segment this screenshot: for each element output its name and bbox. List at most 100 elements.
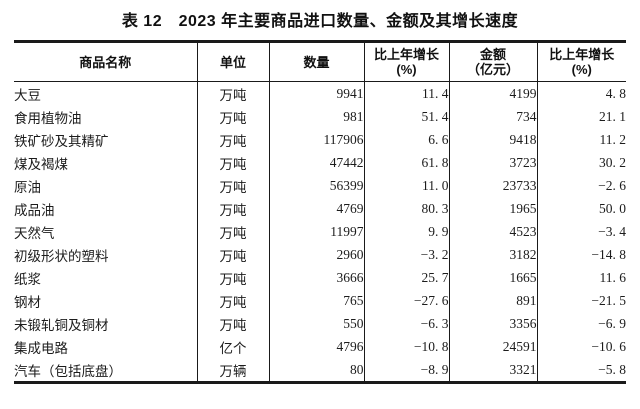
commodity-name-cell: 食用植物油	[14, 110, 82, 126]
quantity-cell: 47442	[268, 151, 364, 174]
header-label: 比上年增长	[549, 47, 615, 62]
quantity-cell: 4769	[268, 197, 364, 220]
quantity-growth-cell: 11. 4	[363, 81, 449, 105]
unit-cell: 万吨	[196, 289, 269, 312]
amount-cell: 1965	[448, 197, 537, 220]
table-row: 天然气 万吨 11997 9. 9 4523 −3. 4	[14, 220, 626, 243]
table-row: 煤及褐煤 万吨 47442 61. 8 3723 30. 2	[14, 151, 626, 174]
table-row: 食用植物油 万吨 981 51. 4 734 21. 1	[14, 105, 626, 128]
quantity-growth-cell: −27. 6	[363, 289, 449, 312]
amount-growth-cell: 21. 1	[536, 105, 626, 128]
unit-cell: 亿个	[196, 335, 269, 358]
table-row: 铁矿砂及其精矿 万吨 117906 6. 6 9418 11. 2	[14, 128, 626, 151]
quantity-growth-cell: 6. 6	[363, 128, 449, 151]
amount-growth-cell: 11. 2	[536, 128, 626, 151]
unit-cell: 万吨	[196, 243, 269, 266]
quantity-growth-cell: 9. 9	[363, 220, 449, 243]
table-row: 钢材 万吨 765 −27. 6 891 −21. 5	[14, 289, 626, 312]
table-row: 纸浆 万吨 3666 25. 7 1665 11. 6	[14, 266, 626, 289]
amount-cell: 23733	[448, 174, 537, 197]
quantity-cell: 80	[268, 358, 364, 383]
amount-cell: 4523	[448, 220, 537, 243]
amount-cell: 4199	[448, 81, 537, 105]
amount-cell: 1665	[448, 266, 537, 289]
header-label: 数量	[303, 54, 330, 70]
amount-growth-cell: −10. 6	[536, 335, 626, 358]
commodity-name-cell: 钢材	[14, 294, 41, 310]
amount-growth-cell: 30. 2	[536, 151, 626, 174]
unit-cell: 万吨	[196, 151, 269, 174]
import-commodities-table: 商品名称 单位 数量 比上年增长 (%) 金额 （亿元） 比上年增长	[14, 40, 626, 384]
amount-cell: 734	[448, 105, 537, 128]
commodity-name-cell: 铁矿砂及其精矿	[14, 133, 109, 149]
commodity-name-cell: 纸浆	[14, 271, 41, 287]
quantity-cell: 9941	[268, 81, 364, 105]
unit-cell: 万吨	[196, 81, 269, 105]
unit-cell: 万辆	[196, 358, 269, 383]
quantity-cell: 56399	[268, 174, 364, 197]
column-header-quantity: 数量	[268, 41, 364, 82]
quantity-growth-cell: −6. 3	[363, 312, 449, 335]
unit-cell: 万吨	[196, 128, 269, 151]
amount-cell: 3723	[448, 151, 537, 174]
header-sub-label: (%)	[571, 62, 592, 77]
commodity-name-cell: 煤及褐煤	[14, 156, 68, 172]
amount-growth-cell: −3. 4	[536, 220, 626, 243]
table-header: 商品名称 单位 数量 比上年增长 (%) 金额 （亿元） 比上年增长	[14, 41, 626, 82]
quantity-cell: 11997	[268, 220, 364, 243]
unit-cell: 万吨	[196, 105, 269, 128]
quantity-growth-cell: −10. 8	[363, 335, 449, 358]
header-row: 商品名称 单位 数量 比上年增长 (%) 金额 （亿元） 比上年增长	[14, 41, 626, 82]
amount-cell: 9418	[448, 128, 537, 151]
quantity-growth-cell: 51. 4	[363, 105, 449, 128]
amount-growth-cell: −6. 9	[536, 312, 626, 335]
amount-cell: 891	[448, 289, 537, 312]
commodity-name-cell: 大豆	[14, 87, 41, 103]
header-label: 商品名称	[79, 54, 132, 70]
commodity-name-cell: 初级形状的塑料	[14, 248, 109, 264]
quantity-cell: 2960	[268, 243, 364, 266]
quantity-cell: 4796	[268, 335, 364, 358]
table-row: 未锻轧铜及铜材 万吨 550 −6. 3 3356 −6. 9	[14, 312, 626, 335]
table-body: 大豆 万吨 9941 11. 4 4199 4. 8 食用植物油 万吨 981 51. 4 734 2…	[14, 81, 626, 383]
quantity-growth-cell: 80. 3	[363, 197, 449, 220]
unit-cell: 万吨	[196, 312, 269, 335]
quantity-cell: 981	[268, 105, 364, 128]
quantity-growth-cell: 25. 7	[363, 266, 449, 289]
header-sub-label: (%)	[396, 62, 417, 77]
amount-cell: 24591	[448, 335, 537, 358]
table-row: 汽车（包括底盘） 万辆 80 −8. 9 3321 −5. 8	[14, 358, 626, 383]
amount-cell: 3182	[448, 243, 537, 266]
column-header-commodity: 商品名称	[14, 41, 197, 82]
quantity-growth-cell: −8. 9	[363, 358, 449, 383]
amount-growth-cell: −5. 8	[536, 358, 626, 383]
amount-growth-cell: 50. 0	[536, 197, 626, 220]
commodity-name-cell: 天然气	[14, 225, 55, 241]
column-header-amount: 金额 （亿元）	[448, 41, 537, 82]
commodity-name-cell: 成品油	[14, 202, 55, 218]
header-sub-label: （亿元）	[466, 62, 519, 77]
header-label: 单位	[219, 54, 246, 70]
commodity-name-cell: 汽车（包括底盘）	[14, 363, 122, 379]
table-row: 原油 万吨 56399 11. 0 23733 −2. 6	[14, 174, 626, 197]
quantity-growth-cell: 11. 0	[363, 174, 449, 197]
table-row: 大豆 万吨 9941 11. 4 4199 4. 8	[14, 81, 626, 105]
page-title: 表 12 2023 年主要商品进口数量、金额及其增长速度	[121, 13, 519, 30]
commodity-name-cell: 集成电路	[14, 340, 68, 356]
quantity-cell: 117906	[268, 128, 364, 151]
commodity-name-cell: 原油	[14, 179, 41, 195]
quantity-growth-cell: 61. 8	[363, 151, 449, 174]
quantity-cell: 765	[268, 289, 364, 312]
quantity-growth-cell: −3. 2	[363, 243, 449, 266]
amount-growth-cell: 11. 6	[536, 266, 626, 289]
quantity-cell: 550	[268, 312, 364, 335]
unit-cell: 万吨	[196, 220, 269, 243]
header-label: 比上年增长	[373, 47, 439, 62]
amount-cell: 3321	[448, 358, 537, 383]
amount-growth-cell: −2. 6	[536, 174, 626, 197]
unit-cell: 万吨	[196, 197, 269, 220]
table-row: 集成电路 亿个 4796 −10. 8 24591 −10. 6	[14, 335, 626, 358]
quantity-cell: 3666	[268, 266, 364, 289]
column-header-unit: 单位	[196, 41, 269, 82]
